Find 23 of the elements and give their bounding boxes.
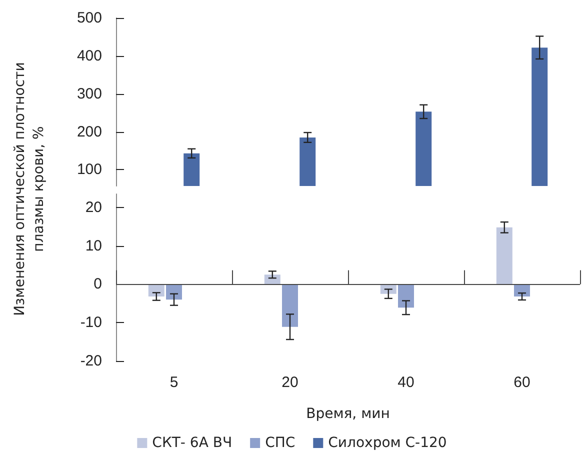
- bar: [264, 274, 280, 284]
- y-tick-label: -10: [80, 314, 102, 332]
- x-tick-label: 20: [282, 374, 298, 391]
- y-tick-label: 20: [85, 198, 102, 216]
- x-tick-label: 40: [398, 374, 414, 391]
- y-tick-label: 200: [76, 123, 102, 140]
- y-tick-label: 0: [94, 276, 102, 293]
- x-axis-title: Время, мин: [306, 406, 390, 422]
- y-tick-label: 10: [85, 237, 102, 254]
- y-axis-title: Изменения оптической плотности плазмы крови, %: [11, 61, 48, 318]
- x-tick-label: 60: [514, 374, 530, 391]
- y-tick-label: 500: [76, 10, 102, 26]
- legend-label: СКТ- 6А ВЧ: [152, 435, 232, 451]
- legend-label: Силохром С-120: [328, 435, 447, 451]
- y-tick-label: -20: [80, 352, 102, 370]
- y-tick-label: 100: [76, 161, 102, 178]
- bar: [496, 227, 512, 284]
- y-tick-label: 400: [76, 47, 102, 64]
- legend-label: СПС: [265, 435, 296, 451]
- y-tick-label: 300: [76, 85, 102, 102]
- x-tick-label: 5: [170, 374, 178, 391]
- bar: [398, 284, 414, 308]
- bar: [282, 284, 298, 327]
